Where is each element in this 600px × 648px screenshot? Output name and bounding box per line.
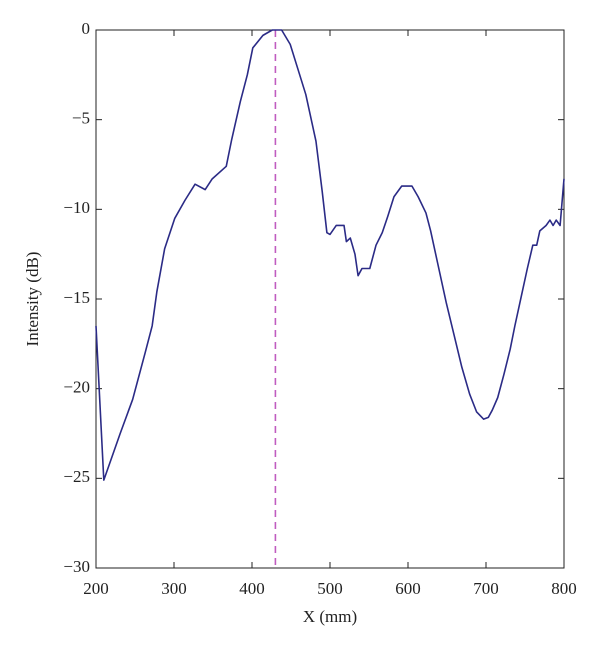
y-tick-label: −30	[63, 557, 90, 576]
x-tick-label: 500	[317, 579, 343, 598]
y-tick-label: −5	[72, 109, 90, 128]
y-tick-label: −15	[63, 288, 90, 307]
y-tick-label: 0	[82, 19, 91, 38]
x-tick-label: 700	[473, 579, 499, 598]
plot-frame	[95, 29, 565, 569]
x-tick-label: 800	[551, 579, 577, 598]
x-axis-label: X (mm)	[303, 607, 357, 626]
y-tick-label: −25	[63, 467, 90, 486]
y-axis-label: Intensity (dB)	[23, 252, 42, 347]
y-tick-label: −20	[63, 378, 90, 397]
x-tick-label: 200	[83, 579, 109, 598]
x-tick-label: 400	[239, 579, 265, 598]
data-line	[95, 29, 565, 481]
y-tick-label: −10	[63, 198, 90, 217]
x-tick-label: 600	[395, 579, 421, 598]
x-tick-label: 300	[161, 579, 187, 598]
